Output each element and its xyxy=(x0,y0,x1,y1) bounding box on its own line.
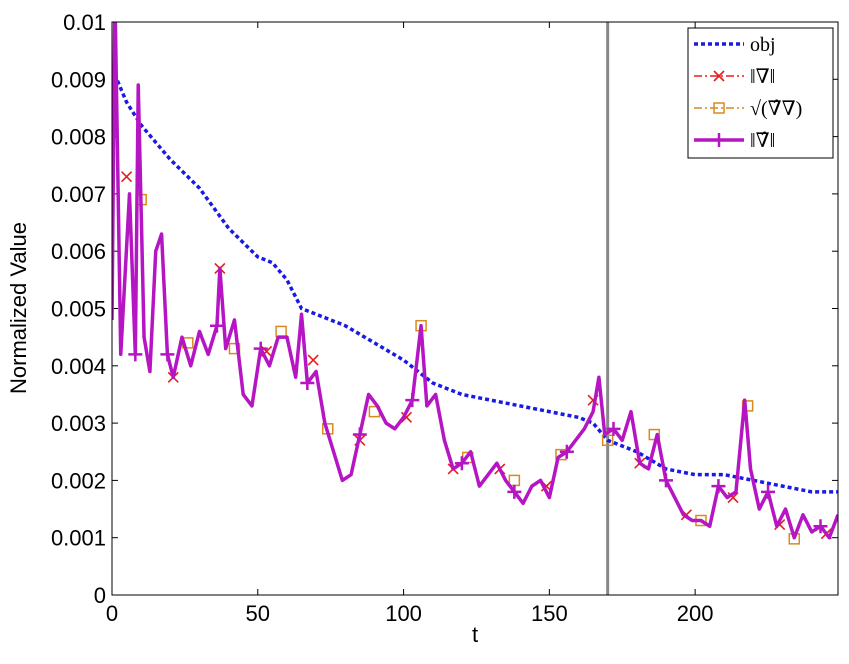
axes-frame xyxy=(111,21,839,596)
plot-area xyxy=(112,22,838,595)
x-axis-label: t xyxy=(472,622,478,647)
y-tick-label: 0 xyxy=(94,583,106,608)
y-tick-label: 0.001 xyxy=(51,526,106,551)
marker xyxy=(405,393,420,408)
marker xyxy=(713,70,725,82)
marker xyxy=(121,171,133,183)
marker xyxy=(601,434,614,447)
x-tick-label: 100 xyxy=(385,601,422,626)
legend-box xyxy=(687,27,834,159)
marker xyxy=(160,347,175,362)
series-line xyxy=(112,22,838,540)
legend-label: √(∇̂∇) xyxy=(750,98,802,120)
x-tick-label: 200 xyxy=(677,601,714,626)
marker xyxy=(507,484,522,499)
marker xyxy=(352,427,367,442)
legend-label: ‖∇̂‖ xyxy=(750,130,775,152)
y-tick-label: 0.003 xyxy=(51,411,106,436)
y-axis-label: Normalized Value xyxy=(6,222,31,394)
marker xyxy=(658,473,673,488)
y-tick-label: 0.01 xyxy=(63,10,106,35)
marker xyxy=(712,133,726,147)
marker xyxy=(559,444,574,459)
marker xyxy=(128,347,143,362)
y-tick-label: 0.008 xyxy=(51,125,106,150)
y-tick-label: 0.006 xyxy=(51,239,106,264)
marker xyxy=(711,479,726,494)
marker xyxy=(300,375,315,390)
marker xyxy=(508,474,521,487)
y-tick-label: 0.002 xyxy=(51,468,106,493)
marker xyxy=(209,318,224,333)
marker xyxy=(713,102,725,114)
marker xyxy=(275,325,287,338)
legend-label: ‖∇‖ xyxy=(750,66,775,88)
marker xyxy=(813,519,828,534)
legend-label: obj xyxy=(750,34,776,56)
series-line xyxy=(112,67,838,494)
y-tick-label: 0.005 xyxy=(51,297,106,322)
y-tick-label: 0.004 xyxy=(51,354,106,379)
x-tick-label: 0 xyxy=(106,601,118,626)
marker xyxy=(761,484,776,499)
marker xyxy=(454,456,469,471)
y-tick-label: 0.009 xyxy=(51,67,106,92)
x-tick-label: 50 xyxy=(246,601,270,626)
x-tick-label: 150 xyxy=(531,601,568,626)
marker xyxy=(307,354,319,366)
marker xyxy=(606,421,621,436)
y-tick-label: 0.007 xyxy=(51,182,106,207)
marker xyxy=(253,341,268,356)
